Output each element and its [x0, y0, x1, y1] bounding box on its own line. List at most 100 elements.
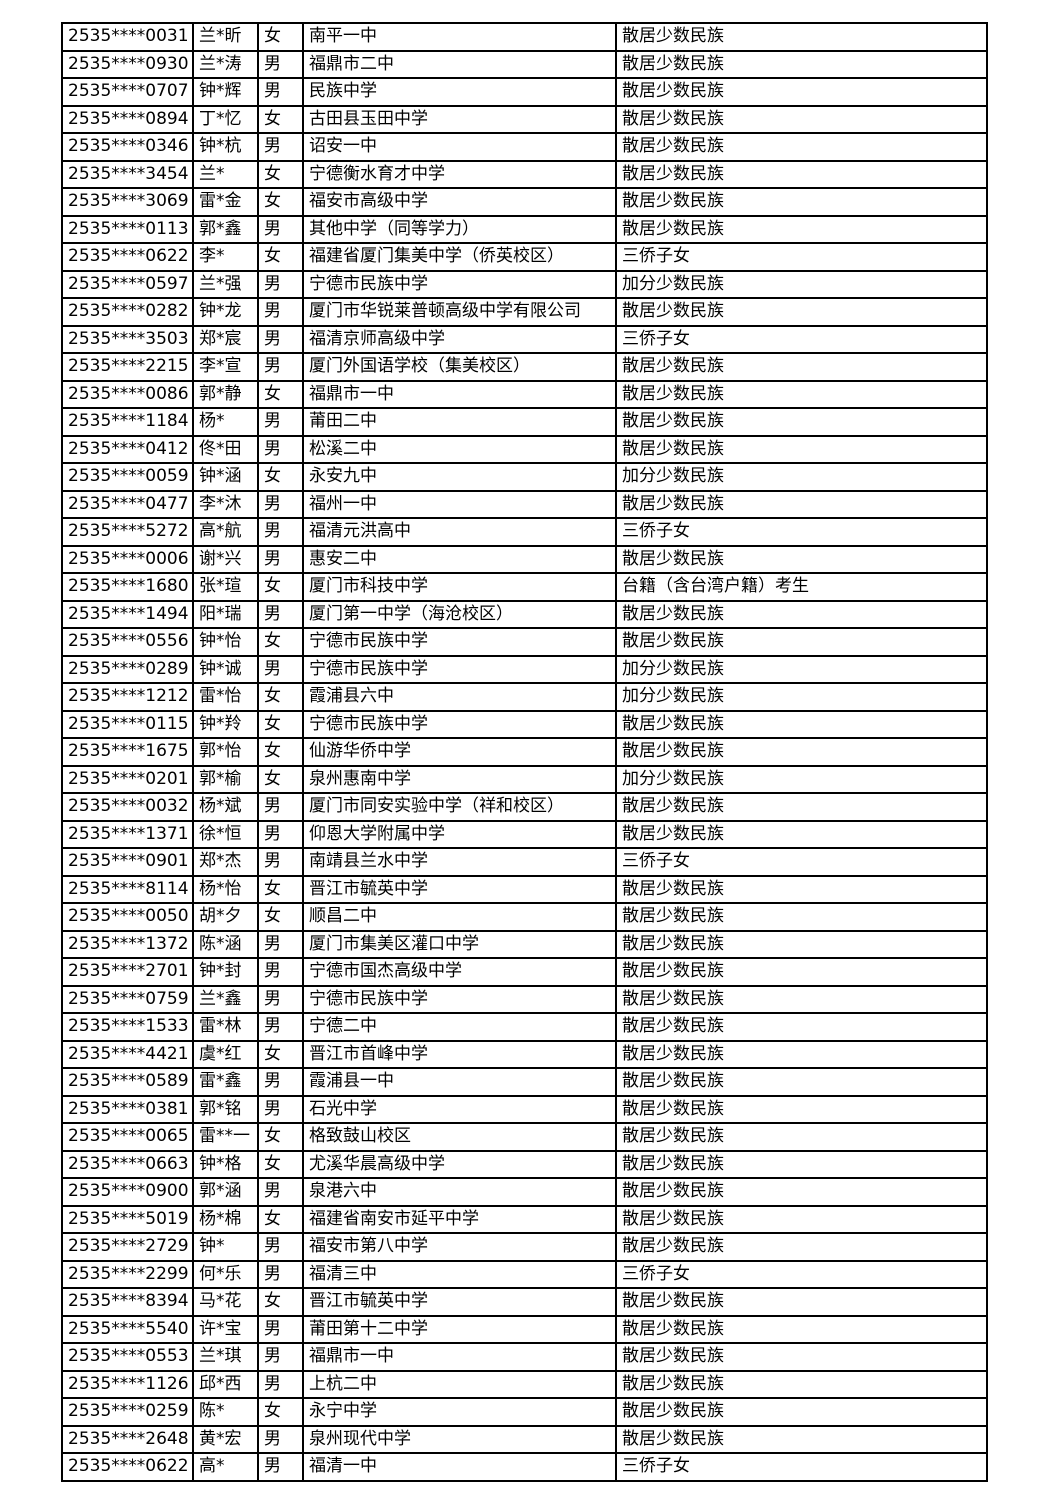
cell-gender: 女: [257, 1039, 304, 1069]
cell-name: 钟*杭: [192, 132, 259, 162]
cell-name: 郭*涵: [192, 1177, 259, 1207]
cell-gender: 男: [257, 132, 304, 162]
cell-school: 福清三中: [302, 1259, 617, 1289]
cell-id: 2535****5272: [61, 517, 194, 547]
cell-id: 2535****0597: [61, 269, 194, 299]
cell-id: 2535****1126: [61, 1369, 194, 1399]
cell-gender: 女: [257, 1397, 304, 1427]
cell-name: 邱*西: [192, 1369, 259, 1399]
table-row: 2535****0059 钟*涵女永安九中 加分少数民族: [61, 462, 988, 492]
table-row: 2535****0050 胡*夕女顺昌二中 散居少数民族: [61, 902, 988, 932]
table-row: 2535****0412 佟*田男松溪二中 散居少数民族: [61, 434, 988, 464]
cell-school: 宁德市民族中学: [302, 709, 617, 739]
cell-id: 2535****2299: [61, 1259, 194, 1289]
cell-name: 李*: [192, 242, 259, 272]
cell-id: 2535****0663: [61, 1149, 194, 1179]
cell-school: 民族中学: [302, 77, 617, 107]
table-row: 2535****0901 郑*杰男南靖县兰水中学 三侨子女: [61, 847, 988, 877]
cell-school: 福鼎市二中: [302, 49, 617, 79]
cell-school: 晋江市毓英中学: [302, 874, 617, 904]
cell-school: 福安市高级中学: [302, 187, 617, 217]
cell-school: 惠安二中: [302, 544, 617, 574]
table-row: 2535****0663 钟*格女尤溪华晨高级中学 散居少数民族: [61, 1149, 988, 1179]
cell-name: 郭*静: [192, 379, 259, 409]
cell-school: 厦门外国语学校（集美校区）: [302, 352, 617, 382]
cell-school: 宁德衡水育才中学: [302, 159, 617, 189]
table-row: 2535****3069 雷*金女福安市高级中学 散居少数民族: [61, 187, 988, 217]
cell-gender: 女: [257, 1204, 304, 1234]
cell-category: 散居少数民族: [615, 1177, 988, 1207]
cell-category: 散居少数民族: [615, 1287, 988, 1317]
cell-name: 陈*: [192, 1397, 259, 1427]
cell-name: 钟*龙: [192, 297, 259, 327]
cell-gender: 男: [257, 654, 304, 684]
cell-category: 散居少数民族: [615, 77, 988, 107]
cell-gender: 男: [257, 214, 304, 244]
cell-school: 莆田第十二中学: [302, 1314, 617, 1344]
cell-id: 2535****3069: [61, 187, 194, 217]
table-row: 2535****0086 郭*静女福鼎市一中 散居少数民族: [61, 379, 988, 409]
cell-name: 郭*鑫: [192, 214, 259, 244]
cell-category: 加分少数民族: [615, 269, 988, 299]
table-row: 2535****5272 高*航男福清元洪高中 三侨子女: [61, 517, 988, 547]
cell-name: 钟*怡: [192, 627, 259, 657]
table-row: 2535****2215 李*宣男厦门外国语学校（集美校区） 散居少数民族: [61, 352, 988, 382]
cell-school: 福建省南安市延平中学: [302, 1204, 617, 1234]
cell-gender: 男: [257, 792, 304, 822]
table-row: 2535****8114 杨*怡女晋江市毓英中学 散居少数民族: [61, 874, 988, 904]
cell-gender: 男: [257, 847, 304, 877]
cell-category: 散居少数民族: [615, 434, 988, 464]
cell-school: 仙游华侨中学: [302, 737, 617, 767]
table-row: 2535****2299 何*乐男福清三中 三侨子女: [61, 1259, 988, 1289]
cell-school: 松溪二中: [302, 434, 617, 464]
cell-gender: 女: [257, 627, 304, 657]
cell-gender: 女: [257, 1149, 304, 1179]
cell-category: 散居少数民族: [615, 1342, 988, 1372]
table-row: 2535****8394 马*花女晋江市毓英中学 散居少数民族: [61, 1287, 988, 1317]
cell-id: 2535****0059: [61, 462, 194, 492]
cell-name: 何*乐: [192, 1259, 259, 1289]
cell-category: 加分少数民族: [615, 764, 988, 794]
cell-category: 散居少数民族: [615, 1314, 988, 1344]
cell-school: 宁德市民族中学: [302, 984, 617, 1014]
cell-school: 南靖县兰水中学: [302, 847, 617, 877]
cell-gender: 男: [257, 1177, 304, 1207]
cell-category: 散居少数民族: [615, 819, 988, 849]
cell-id: 2535****0259: [61, 1397, 194, 1427]
cell-school: 厦门市科技中学: [302, 572, 617, 602]
cell-gender: 男: [257, 77, 304, 107]
cell-school: 泉州惠南中学: [302, 764, 617, 794]
cell-gender: 男: [257, 1424, 304, 1454]
cell-gender: 男: [257, 324, 304, 354]
table-row: 2535****1494 阳*瑞男厦门第一中学（海沧校区） 散居少数民族: [61, 599, 988, 629]
cell-name: 谢*兴: [192, 544, 259, 574]
cell-name: 胡*夕: [192, 902, 259, 932]
table-row: 2535****0381 郭*铭男石光中学 散居少数民族: [61, 1094, 988, 1124]
cell-gender: 男: [257, 544, 304, 574]
cell-name: 马*花: [192, 1287, 259, 1317]
table-row: 2535****1372 陈*涵男厦门市集美区灌口中学 散居少数民族: [61, 929, 988, 959]
cell-gender: 女: [257, 159, 304, 189]
cell-name: 钟*羚: [192, 709, 259, 739]
cell-id: 2535****0930: [61, 49, 194, 79]
cell-name: 兰*强: [192, 269, 259, 299]
cell-gender: 男: [257, 1232, 304, 1262]
cell-school: 厦门市同安实验中学（祥和校区）: [302, 792, 617, 822]
cell-gender: 女: [257, 379, 304, 409]
table-row: 2535****0930 兰*涛男福鼎市二中 散居少数民族: [61, 49, 988, 79]
cell-category: 三侨子女: [615, 1452, 988, 1482]
cell-school: 仰恩大学附属中学: [302, 819, 617, 849]
cell-gender: 男: [257, 929, 304, 959]
cell-name: 阳*瑞: [192, 599, 259, 629]
cell-school: 晋江市毓英中学: [302, 1287, 617, 1317]
table-row: 2535****1675 郭*怡女仙游华侨中学 散居少数民族: [61, 737, 988, 767]
cell-name: 李*宣: [192, 352, 259, 382]
table-row: 2535****2729 钟* 男福安市第八中学 散居少数民族: [61, 1232, 988, 1262]
cell-category: 散居少数民族: [615, 1039, 988, 1069]
cell-id: 2535****0115: [61, 709, 194, 739]
cell-id: 2535****0900: [61, 1177, 194, 1207]
cell-category: 散居少数民族: [615, 1397, 988, 1427]
cell-category: 散居少数民族: [615, 792, 988, 822]
cell-name: 佟*田: [192, 434, 259, 464]
